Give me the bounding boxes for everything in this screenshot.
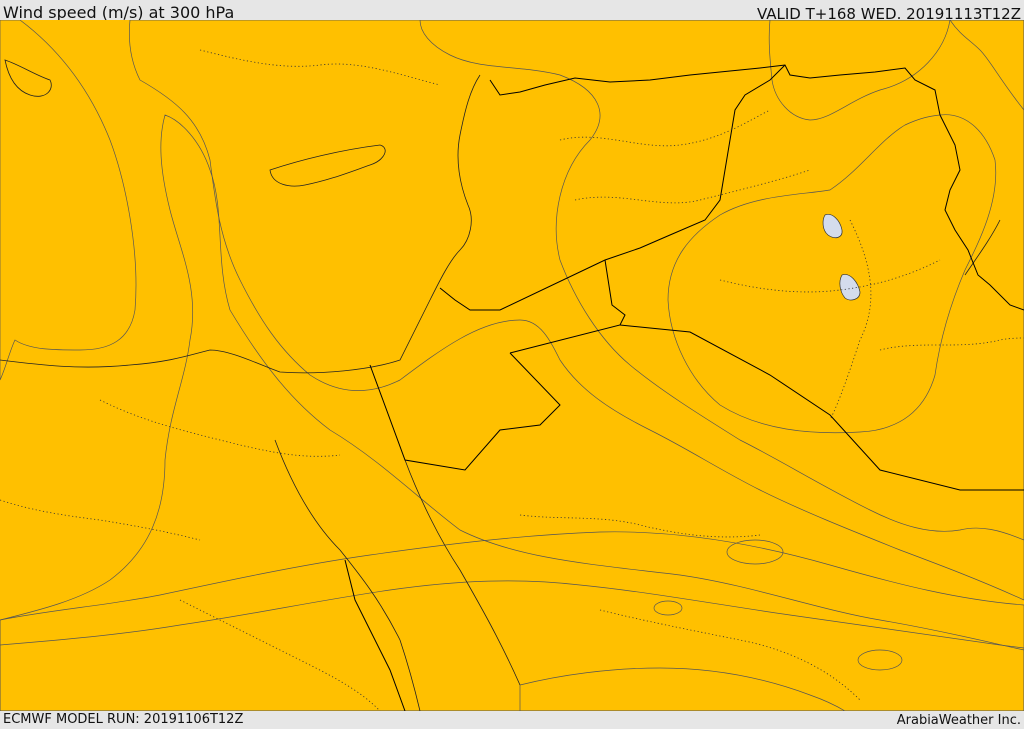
coastline-gulf: [964, 219, 1001, 276]
border-1: [489, 64, 941, 116]
admin-boundary-6: [829, 219, 872, 421]
border-7: [939, 114, 1024, 311]
band-west-orange: [0, 20, 137, 381]
band-background: [0, 20, 1024, 711]
credit-label: ArabiaWeather Inc.: [896, 713, 1021, 728]
coastline-cyprus: [269, 144, 386, 187]
band-south-orange: [0, 531, 1024, 711]
valid-time: VALID T+168 WED. 20191113T12Z: [756, 5, 1021, 23]
band-south-redorange: [0, 580, 1024, 711]
coastline-redsea: [274, 439, 421, 711]
border-2: [439, 64, 786, 311]
admin-boundary-10: [199, 49, 441, 86]
band-south-red: [519, 667, 846, 711]
admin-boundary-11: [879, 337, 1024, 351]
admin-boundary-3: [99, 399, 341, 457]
title-bar: Wind speed (m/s) at 300 hPa VALID T+168 …: [0, 0, 1024, 23]
map-title: Wind speed (m/s) at 300 hPa: [3, 3, 235, 22]
isolated-cell-1: [726, 539, 784, 565]
footer-bar: ECMWF MODEL RUN: 20191106T12Z ArabiaWeat…: [0, 711, 1024, 729]
band-ne-gold-2: [949, 20, 1024, 111]
coastline-mediterranean: [0, 74, 481, 374]
coastline-west-islands: [4, 59, 52, 97]
isolated-cell-2: [653, 600, 683, 616]
band-ne-gold: [768, 20, 951, 121]
isolated-cell-3: [857, 649, 903, 671]
border-3: [509, 259, 626, 354]
band-central-gold: [128, 20, 1024, 601]
border-4: [369, 352, 561, 471]
model-run-label: ECMWF MODEL RUN: 20191106T12Z: [3, 712, 244, 727]
map-canvas: [0, 20, 1024, 711]
lake-2: [839, 274, 861, 301]
coastline-redsea-east: [404, 459, 521, 686]
lake-1: [822, 214, 843, 239]
admin-boundary-8: [179, 599, 381, 711]
wind-speed-map[interactable]: [0, 20, 1024, 711]
border-6: [344, 559, 406, 711]
admin-boundary-1: [559, 109, 771, 147]
band-core-peach: [667, 114, 997, 434]
band-east-yellow: [419, 20, 1024, 541]
band-west-orange-2: [0, 114, 1024, 711]
border-5: [619, 324, 1024, 491]
